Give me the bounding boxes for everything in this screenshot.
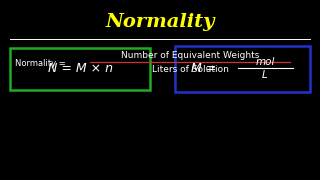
Text: mol: mol — [255, 57, 275, 67]
Text: Liters of Solution: Liters of Solution — [152, 64, 228, 73]
FancyBboxPatch shape — [175, 46, 310, 92]
Text: L: L — [262, 70, 268, 80]
Text: Normality =: Normality = — [15, 60, 68, 69]
Text: N = M × n: N = M × n — [47, 62, 113, 75]
Text: Normality: Normality — [105, 13, 215, 31]
FancyBboxPatch shape — [10, 48, 150, 90]
Text: M =: M = — [191, 62, 220, 75]
Text: Number of Equivalent Weights: Number of Equivalent Weights — [121, 51, 259, 60]
